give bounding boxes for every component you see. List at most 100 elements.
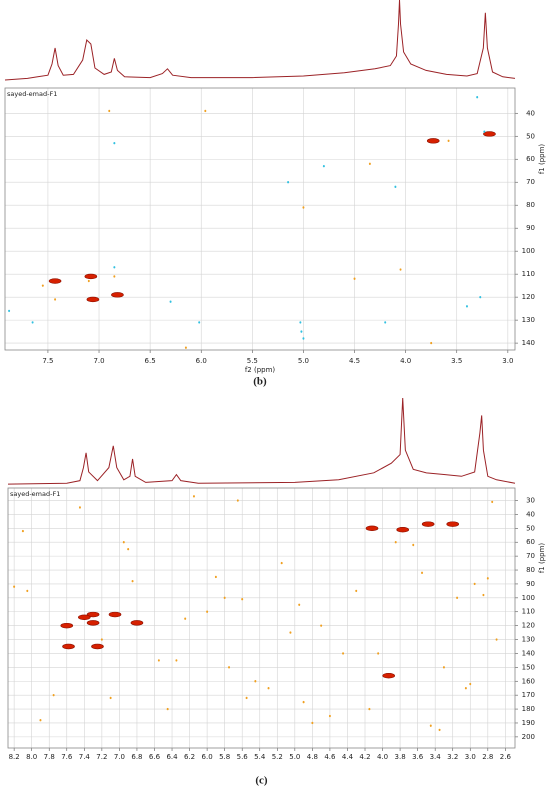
x-tick-label: 3.5 (451, 357, 462, 365)
cross-peak (429, 724, 432, 727)
y-tick-label: 120 (522, 293, 535, 301)
cross-peak (365, 525, 379, 532)
x-tick-label: 5.0 (298, 357, 309, 365)
x-tick-label: 7.6 (61, 753, 73, 761)
y-axis-label: f1 (ppm) (538, 543, 546, 574)
x-tick-label: 3.2 (447, 753, 458, 761)
cross-peak (184, 617, 187, 620)
cross-peak (86, 620, 100, 626)
cross-peak (108, 611, 122, 618)
cross-peak (21, 529, 24, 533)
cross-peak (280, 561, 283, 565)
y-tick-label: 120 (522, 622, 535, 630)
cross-peak (113, 275, 116, 278)
projection-trace (7, 397, 516, 485)
panel-label: (c) (255, 775, 268, 787)
cross-peak (241, 598, 244, 601)
x-tick-label: 3.6 (412, 753, 424, 761)
cross-peak (302, 206, 305, 209)
y-tick-label: 50 (526, 132, 535, 140)
cross-peak (368, 162, 371, 166)
y-axis-label: f1 (ppm) (538, 144, 546, 175)
x-tick-label: 7.8 (44, 753, 55, 761)
cross-peak (62, 643, 75, 650)
cross-peak (384, 321, 387, 324)
cross-peak (456, 596, 459, 600)
cross-peak (113, 141, 116, 145)
cross-peak (166, 707, 169, 711)
cross-peak (396, 527, 410, 533)
cross-peak (214, 575, 217, 579)
cross-peak (320, 624, 323, 627)
x-tick-label: 5.4 (254, 753, 266, 761)
x-tick-label: 3.8 (395, 753, 406, 761)
cross-peak (421, 571, 424, 575)
y-tick-label: 110 (522, 270, 535, 278)
y-tick-label: 30 (526, 497, 535, 505)
x-tick-label: 6.4 (166, 753, 178, 761)
cross-peak (223, 596, 226, 600)
cross-peak (464, 687, 467, 690)
y-tick-label: 80 (526, 566, 535, 574)
x-tick-label: 7.2 (96, 753, 107, 761)
cross-peak (245, 696, 248, 700)
cross-peak (447, 139, 450, 143)
cross-peak (8, 309, 11, 313)
x-tick-label: 3.0 (502, 357, 513, 365)
cross-peak (483, 130, 486, 133)
x-tick-label: 3.0 (465, 753, 476, 761)
cross-peak (430, 341, 433, 345)
y-tick-label: 180 (522, 705, 535, 713)
x-tick-label: 4.8 (307, 753, 318, 761)
y-tick-label: 90 (526, 580, 535, 588)
cross-peak (399, 268, 402, 271)
x-tick-label: 7.4 (79, 753, 91, 761)
cross-peak (108, 109, 111, 113)
y-tick-label: 170 (522, 691, 535, 699)
cross-peak (394, 185, 397, 189)
cross-peak (60, 622, 74, 629)
cross-peak (353, 277, 356, 280)
cross-peak (41, 284, 44, 287)
cross-peak (495, 638, 498, 641)
cross-peak (91, 643, 104, 650)
x-tick-label: 8.2 (9, 753, 20, 761)
plot-frame (4, 87, 516, 351)
y-tick-label: 130 (522, 636, 535, 644)
cross-peak (130, 620, 144, 626)
x-tick-label: 4.0 (377, 753, 388, 761)
cross-peak (204, 109, 207, 113)
cross-peak (473, 582, 476, 586)
y-tick-label: 60 (526, 538, 535, 546)
y-tick-label: 40 (526, 510, 535, 518)
x-tick-label: 4.5 (349, 357, 360, 365)
plot-title: sayed-emad-F1 (10, 490, 60, 498)
cross-peak (78, 614, 91, 621)
y-tick-label: 40 (526, 109, 535, 117)
cross-peak (394, 541, 397, 544)
cross-peak (157, 659, 160, 662)
x-tick-label: 6.0 (202, 753, 213, 761)
cross-peak (198, 321, 201, 324)
y-tick-label: 140 (522, 649, 535, 657)
y-tick-label: 130 (522, 316, 535, 324)
cross-peak (113, 266, 116, 269)
x-tick-label: 6.6 (149, 753, 161, 761)
x-tick-label: 4.4 (342, 753, 354, 761)
cross-peak (86, 611, 100, 618)
cross-peak (206, 610, 209, 613)
y-tick-label: 90 (526, 224, 535, 232)
cross-peak (322, 164, 325, 168)
x-tick-label: 6.2 (184, 753, 195, 761)
cross-peak (254, 680, 257, 683)
cross-peak (289, 631, 292, 634)
cross-peak (39, 718, 42, 722)
cross-peak (465, 305, 468, 308)
x-tick-label: 3.4 (430, 753, 442, 761)
y-tick-label: 110 (522, 608, 535, 616)
cross-peak (52, 693, 55, 697)
cross-peak (442, 666, 445, 669)
cross-peak (299, 321, 302, 324)
cross-peak (476, 95, 479, 99)
